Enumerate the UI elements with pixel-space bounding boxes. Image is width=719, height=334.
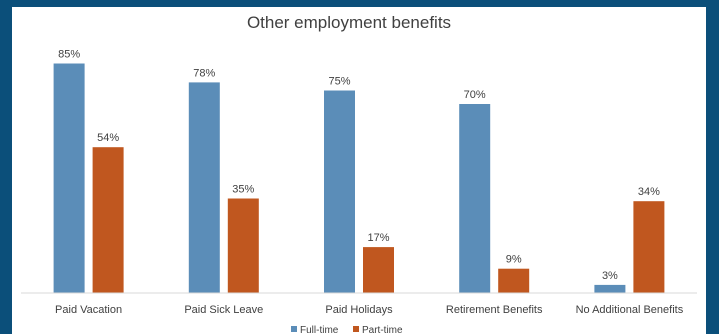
category-label-3: Paid Holidays bbox=[325, 304, 393, 316]
legend-swatch-full-time bbox=[291, 326, 297, 332]
bar-part-time-1 bbox=[92, 147, 124, 293]
bar-full-time-2 bbox=[188, 82, 220, 294]
legend-label-part-time: Part-time bbox=[362, 325, 403, 334]
data-label-part-time-3: 17% bbox=[367, 232, 389, 244]
bar-part-time-3 bbox=[363, 247, 394, 293]
legend-label-full-time: Full-time bbox=[300, 325, 339, 334]
data-label-full-time-4: 70% bbox=[464, 89, 486, 101]
data-label-part-time-1: 54% bbox=[97, 132, 119, 144]
category-label-1: Paid Vacation bbox=[55, 304, 122, 316]
bar-full-time-5 bbox=[594, 284, 626, 293]
data-label-part-time-5: 34% bbox=[638, 186, 660, 198]
category-label-4: Retirement Benefits bbox=[446, 304, 543, 316]
bar-full-time-1 bbox=[53, 63, 85, 293]
data-label-full-time-1: 85% bbox=[58, 49, 80, 61]
data-label-full-time-3: 75% bbox=[328, 76, 350, 88]
bars-group: 85% 54% 78% 35% 75% 17% 70% 9% 3% 34% bbox=[53, 49, 665, 294]
category-labels: Paid Vacation Paid Sick Leave Paid Holiday… bbox=[55, 304, 684, 316]
data-label-full-time-5: 3% bbox=[602, 270, 618, 282]
bar-part-time-4 bbox=[498, 268, 530, 293]
legend-swatch-part-time bbox=[353, 326, 359, 332]
data-label-part-time-2: 35% bbox=[232, 184, 254, 196]
category-label-5: No Additional Benefits bbox=[576, 304, 684, 316]
bar-part-time-2 bbox=[227, 198, 259, 293]
bar-part-time-5 bbox=[633, 201, 665, 293]
bar-full-time-3 bbox=[324, 90, 355, 293]
category-label-2: Paid Sick Leave bbox=[184, 304, 263, 316]
data-label-full-time-2: 78% bbox=[193, 67, 215, 79]
chart-panel: Other employment benefits 85% 54% 78% 35% 75… bbox=[12, 7, 706, 334]
bar-chart: Other employment benefits 85% 54% 78% 35% 75… bbox=[21, 13, 697, 334]
bar-full-time-4 bbox=[459, 104, 491, 293]
legend: Full-time Part-time bbox=[291, 325, 403, 334]
chart-title: Other employment benefits bbox=[247, 13, 451, 32]
data-label-part-time-4: 9% bbox=[506, 254, 522, 266]
